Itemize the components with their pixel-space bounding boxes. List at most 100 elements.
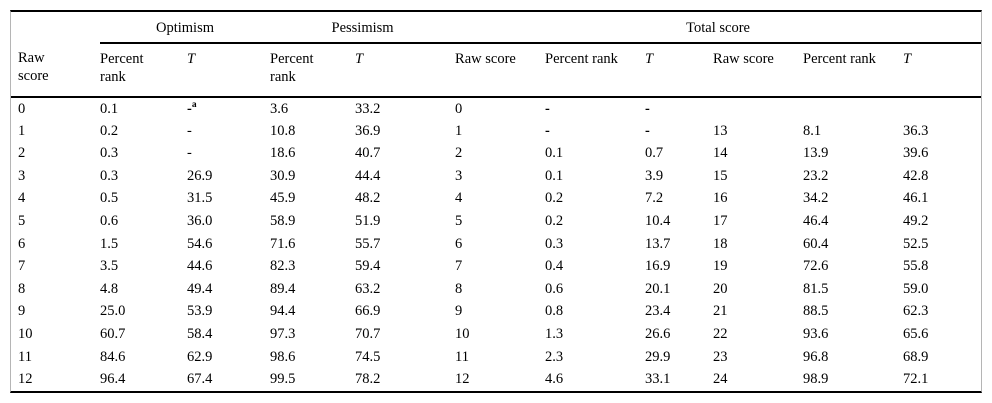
cell: 15 [713, 167, 728, 184]
cell: 1.3 [545, 325, 564, 342]
cell: 60.7 [100, 325, 126, 342]
cell: - [545, 100, 550, 117]
cell: 44.6 [187, 258, 213, 275]
cell: 10 [455, 325, 470, 342]
cell: 8 [455, 280, 463, 297]
cell: 54.6 [187, 235, 213, 252]
cell: 18 [713, 235, 728, 252]
cell: 0.2 [545, 213, 564, 230]
spanner-pessimism: Pessimism [270, 12, 456, 44]
cell: 0.3 [545, 235, 564, 252]
cell: 4.8 [100, 280, 119, 297]
norms-table: Optimism Pessimism Total score Raw score… [11, 12, 982, 391]
cell: 40.7 [355, 145, 381, 162]
cell: 62.3 [903, 303, 929, 320]
cell: 96.4 [100, 371, 126, 388]
cell: 3 [18, 167, 26, 184]
cell: 0.7 [645, 145, 664, 162]
cell: 22 [713, 325, 728, 342]
cell: 6 [18, 235, 26, 252]
footnote-marker: a [191, 99, 197, 110]
cell: 49.4 [187, 280, 213, 297]
cell: 3.6 [270, 100, 289, 117]
cell: 3 [455, 167, 463, 184]
cell: 21 [713, 303, 728, 320]
cell: 10.8 [270, 122, 296, 139]
cell: 23 [713, 348, 728, 365]
cell: 2 [18, 145, 26, 162]
norms-table-frame: Optimism Pessimism Total score Raw score… [10, 10, 982, 393]
cell: 53.9 [187, 303, 213, 320]
col-label: Percent rank [100, 51, 144, 86]
cell: 66.9 [355, 303, 381, 320]
cell: 0.8 [545, 303, 564, 320]
cell: - [187, 122, 192, 139]
table-row: 5 0.6 36.0 58.9 51.9 5 0.2 10.4 17 46.4 49.2 [11, 210, 981, 233]
cell: 12 [18, 371, 33, 388]
cell: 1.5 [100, 235, 119, 252]
cell: - [545, 122, 550, 139]
table-row: 8 4.8 49.4 89.4 63.2 8 0.6 20.1 20 81.5 59.0 [11, 278, 981, 301]
col-t-total-1: T [645, 43, 714, 98]
cell: 7 [455, 258, 463, 275]
cell: 2.3 [545, 348, 564, 365]
col-percent-rank-total-1: Percent rank [545, 43, 646, 98]
cell: 13.9 [803, 145, 829, 162]
cell: 8.1 [803, 122, 822, 139]
cell: 0.6 [100, 213, 119, 230]
cell: 89.4 [270, 280, 296, 297]
cell: 17 [713, 213, 728, 230]
cell: 70.7 [355, 325, 381, 342]
cell: 63.2 [355, 280, 381, 297]
cell: 7 [18, 258, 26, 275]
cell: 94.4 [270, 303, 296, 320]
cell: 0 [455, 100, 463, 117]
cell: 36.3 [903, 122, 929, 139]
cell: 36.9 [355, 122, 381, 139]
cell: 4.6 [545, 371, 564, 388]
cell: 78.2 [355, 371, 381, 388]
cell: 5 [18, 213, 26, 230]
column-header-row: Raw score Percent rank T Percent rank T … [11, 43, 982, 98]
cell: - [187, 145, 192, 162]
cell: 46.4 [803, 213, 829, 230]
cell: 59.0 [903, 280, 929, 297]
table-row: 9 25.0 53.9 94.4 66.9 9 0.8 23.4 21 88.5 62.3 [11, 300, 981, 323]
cell: 24 [713, 371, 728, 388]
cell: 16 [713, 190, 728, 207]
cell: 4 [455, 190, 463, 207]
table-row: 4 0.5 31.5 45.9 48.2 4 0.2 7.2 16 34.2 46.1 [11, 187, 981, 210]
col-percent-rank-pessimism: Percent rank [270, 43, 356, 98]
cell: 49.2 [903, 213, 929, 230]
cell: 18.6 [270, 145, 296, 162]
table-body: 0 0.1 -a 3.6 33.2 0- -1 0.2-10.8 36.9 1- -13 8.1 36.… [11, 97, 981, 391]
cell: 71.6 [270, 235, 296, 252]
cell: 5 [455, 213, 463, 230]
table-row: 2 0.3 - 18.6 40.7 2 0.1 0.7 14 13.9 39.6 [11, 142, 981, 165]
cell: 62.9 [187, 348, 213, 365]
cell: 81.5 [803, 280, 829, 297]
table-row: 11 84.6 62.9 98.6 74.5 11 2.3 29.9 23 96.8 68.9 [11, 346, 981, 369]
col-percent-rank-total-2: Percent rank [803, 43, 904, 98]
col-t-pessimism: T [355, 43, 456, 98]
cell: 0.6 [545, 280, 564, 297]
cell: 1 [18, 122, 26, 139]
spanner-row: Optimism Pessimism Total score [11, 12, 982, 44]
cell: - [645, 122, 650, 139]
cell: 4 [18, 190, 26, 207]
cell: 14 [713, 145, 728, 162]
cell: 97.3 [270, 325, 296, 342]
cell: 0 [18, 100, 26, 117]
table-row: 3 0.3 26.9 30.9 44.4 3 0.1 3.9 15 23.2 42.8 [11, 165, 981, 188]
cell [903, 97, 981, 120]
cell: 8 [18, 280, 26, 297]
table-row: 12 96.4 67.4 99.5 78.2 12 4.6 33.1 24 98.9 72.1 [11, 368, 981, 391]
cell: 72.6 [803, 258, 829, 275]
cell: 0.3 [100, 145, 119, 162]
cell: 19 [713, 258, 728, 275]
col-label: Percent rank [270, 51, 314, 86]
cell: 48.2 [355, 190, 381, 207]
cell [803, 97, 903, 120]
cell: 26.6 [645, 325, 671, 342]
cell: 9 [18, 303, 26, 320]
